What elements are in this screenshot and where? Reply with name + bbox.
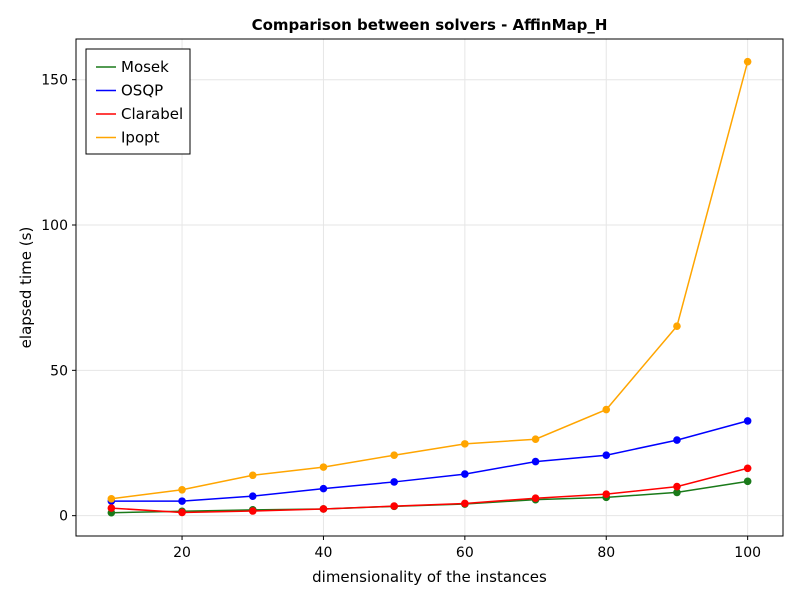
legend-label-osqp: OSQP bbox=[121, 82, 163, 100]
data-point-clarabel bbox=[178, 508, 186, 517]
series-osqp bbox=[107, 417, 752, 505]
data-point-mosek bbox=[673, 488, 681, 497]
grid bbox=[76, 39, 783, 536]
data-point-osqp bbox=[248, 492, 257, 500]
data-point-osqp bbox=[319, 484, 328, 493]
data-point-clarabel bbox=[461, 499, 469, 508]
data-point-clarabel bbox=[602, 490, 611, 498]
plot-frame bbox=[75, 38, 784, 537]
chart-title: Comparison between solvers - AffinMap_H bbox=[252, 16, 608, 34]
series-line-osqp bbox=[111, 420, 748, 502]
x-tick-label: 100 bbox=[734, 545, 761, 561]
data-point-mosek bbox=[743, 477, 752, 486]
legend-label-clarabel: Clarabel bbox=[121, 105, 183, 123]
y-tick-label: 150 bbox=[41, 73, 68, 89]
x-tick-label: 20 bbox=[173, 545, 191, 561]
y-tick-label: 50 bbox=[50, 363, 68, 379]
x-tick-label: 60 bbox=[456, 545, 474, 561]
data-point-osqp bbox=[390, 478, 398, 486]
legend: Mosek OSQP Clarabel Ipopt bbox=[85, 48, 191, 155]
x-tick-label: 80 bbox=[597, 545, 615, 561]
series bbox=[107, 57, 752, 517]
y-axis-label: elapsed time (s) bbox=[17, 227, 35, 349]
data-point-osqp bbox=[531, 457, 540, 466]
series-clarabel bbox=[107, 464, 752, 517]
data-point-osqp bbox=[743, 417, 752, 425]
y-tick-label: 0 bbox=[59, 509, 68, 525]
data-point-clarabel bbox=[107, 504, 116, 512]
data-point-clarabel bbox=[319, 505, 328, 513]
data-point-clarabel bbox=[743, 464, 752, 473]
data-point-ipopt bbox=[178, 485, 186, 494]
series-line-ipopt bbox=[111, 61, 749, 500]
x-tick-label: 40 bbox=[315, 545, 333, 561]
data-point-ipopt bbox=[602, 405, 611, 414]
y-tick-label: 100 bbox=[41, 218, 68, 234]
data-point-ipopt bbox=[248, 471, 257, 480]
data-point-osqp bbox=[602, 451, 611, 460]
data-point-clarabel bbox=[673, 482, 681, 491]
data-point-ipopt bbox=[461, 440, 469, 448]
series-ipopt bbox=[107, 57, 752, 503]
data-point-ipopt bbox=[531, 435, 540, 444]
data-point-clarabel bbox=[390, 502, 398, 510]
legend-label-ipopt: Ipopt bbox=[121, 129, 160, 147]
series-line-mosek bbox=[111, 480, 748, 514]
data-point-ipopt bbox=[319, 463, 328, 471]
data-point-ipopt bbox=[673, 322, 681, 330]
data-point-clarabel bbox=[248, 507, 257, 515]
data-point-clarabel bbox=[531, 494, 540, 503]
data-point-ipopt bbox=[107, 494, 116, 503]
data-point-osqp bbox=[178, 497, 186, 505]
series-mosek bbox=[107, 477, 752, 517]
data-point-osqp bbox=[461, 470, 469, 478]
data-point-ipopt bbox=[743, 57, 752, 66]
x-axis-label: dimensionality of the instances bbox=[312, 568, 547, 586]
axis-ticks: 20 40 60 80 100 0 50 100 150 bbox=[41, 73, 761, 561]
series-line-clarabel bbox=[111, 467, 748, 514]
data-point-osqp bbox=[673, 436, 681, 444]
legend-label-mosek: Mosek bbox=[121, 58, 169, 76]
data-point-ipopt bbox=[390, 451, 398, 460]
